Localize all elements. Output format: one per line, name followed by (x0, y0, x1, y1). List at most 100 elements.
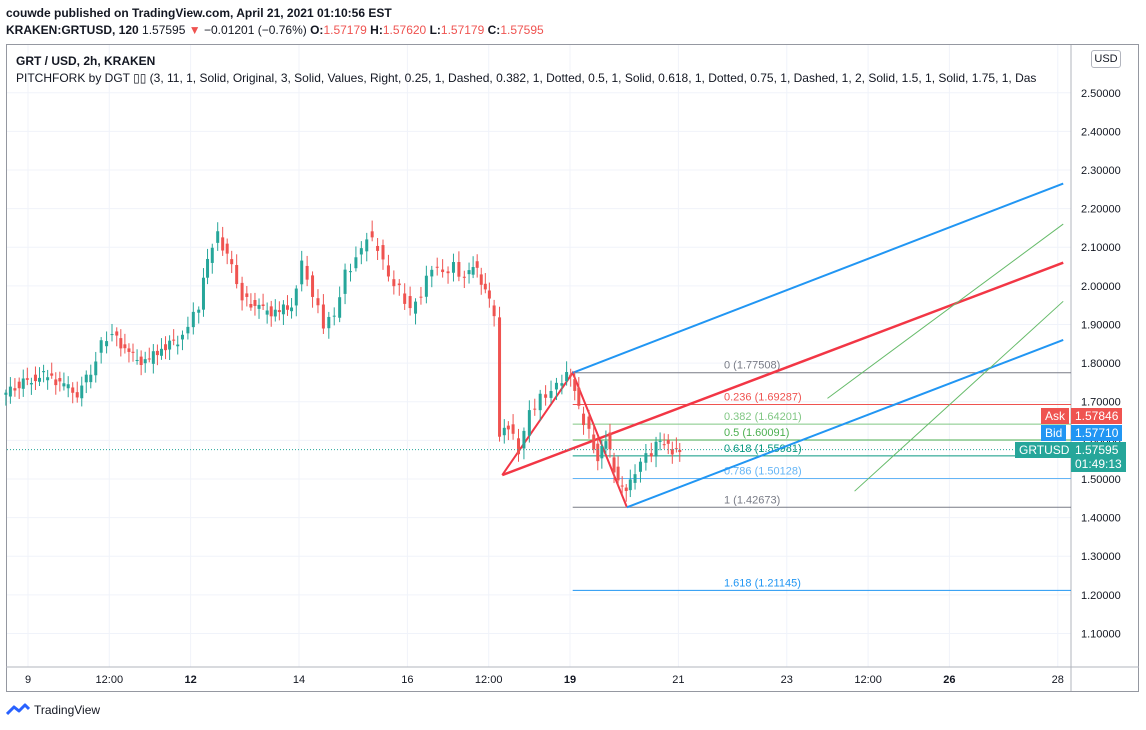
candle-body (467, 270, 471, 275)
currency-button[interactable]: USD (1091, 50, 1121, 68)
candle-body (441, 269, 445, 273)
candle-body (654, 441, 658, 457)
candle-body (332, 315, 336, 317)
candle-body (155, 350, 159, 356)
candle-body (370, 231, 374, 238)
pitchfork-inner-lower-line (854, 300, 1064, 492)
chart-frame[interactable] (6, 44, 1139, 692)
ask-value: 1.57846 (1075, 409, 1119, 423)
pitchfork-upper-line (572, 182, 1064, 374)
candle-body (435, 266, 439, 268)
candle-body (457, 261, 461, 277)
y-tick-label: 2.30000 (1081, 165, 1121, 177)
candle-body (321, 304, 325, 329)
candle-body (549, 391, 553, 398)
candle-body (290, 307, 294, 312)
candle-body (305, 265, 309, 280)
candle-body (348, 271, 352, 273)
y-tick-label: 2.20000 (1081, 204, 1121, 216)
candle-body (230, 259, 234, 265)
candle-body (131, 351, 135, 353)
y-tick-label: 1.90000 (1081, 319, 1121, 331)
candle-body (210, 247, 214, 263)
candle-body (110, 334, 114, 336)
fib-level-label: 0.786 (1.50128) (724, 465, 802, 477)
candle-body (408, 296, 412, 309)
bid-value-tag: 1.57710 (1071, 425, 1123, 441)
candle-body (135, 359, 139, 361)
ask-label: Ask (1045, 409, 1066, 423)
candle-body (168, 340, 172, 350)
x-tick-label: 19 (564, 674, 576, 686)
candle-body (502, 427, 506, 436)
candle-body (143, 359, 147, 364)
candle-body (649, 453, 653, 457)
y-tick-label: 1.10000 (1081, 628, 1121, 640)
candle-body (84, 374, 88, 383)
candle-body (620, 485, 624, 487)
candle-body (506, 425, 510, 430)
candle-body (99, 340, 103, 353)
candle-body (560, 383, 564, 386)
bid-tag: Bid (1041, 425, 1067, 441)
candle-body (17, 381, 21, 389)
candle-body (424, 275, 428, 297)
open-label: O: (310, 23, 324, 37)
price-change: −0.01201 (−0.76%) (204, 23, 307, 37)
last-price: 1.57595 (142, 23, 186, 37)
bar-countdown: 01:49:13 (1075, 457, 1122, 471)
tradingview-logo-icon (6, 703, 30, 716)
candle-body (277, 310, 281, 313)
candle-body (115, 331, 119, 336)
candle-body (487, 290, 491, 299)
candle-body (624, 487, 628, 491)
ask-value-tag: 1.57846 (1071, 408, 1123, 424)
y-tick-label: 1.70000 (1081, 397, 1121, 409)
candle-body (498, 317, 502, 437)
candle-body (180, 334, 184, 340)
candle-body (612, 457, 616, 473)
candle-body (644, 453, 648, 463)
candle-body (511, 424, 515, 434)
candle-body (397, 283, 401, 286)
candle-body (300, 260, 304, 285)
candle-body (253, 300, 257, 306)
last-price-tag: 1.57595 01:49:13 (1071, 442, 1126, 472)
candle-body (172, 339, 176, 341)
indicator-legend[interactable]: PITCHFORK by DGT ▯▯ (3, 11, 1, Solid, Or… (16, 71, 1037, 85)
candle-body (517, 438, 521, 455)
candle-body (89, 374, 93, 383)
pitchfork-lower-line (626, 338, 1064, 509)
candle-body (638, 461, 642, 472)
footer: TradingView (6, 703, 100, 717)
candle-body (569, 374, 573, 377)
candle-body (42, 371, 46, 373)
candle-body (164, 344, 168, 351)
x-tick-label: 26 (943, 674, 955, 686)
x-tick-label: 23 (781, 674, 793, 686)
candle-body (21, 378, 25, 389)
candle-body (75, 392, 79, 398)
fib-level-label: 1.618 (1.21145) (724, 577, 801, 589)
candle-body (201, 277, 205, 310)
candle-body (54, 379, 58, 386)
candle-body (475, 261, 479, 268)
publish-header: couwde published on TradingView.com, Apr… (6, 5, 544, 39)
candle-body (123, 344, 127, 349)
candle-body (316, 298, 320, 306)
candle-body (386, 265, 390, 277)
low-label: L: (429, 23, 441, 37)
candle-body (573, 379, 577, 391)
close-value: 1.57595 (500, 23, 544, 37)
candle-body (674, 448, 678, 450)
x-tick-label: 28 (1052, 674, 1064, 686)
candle-body (119, 338, 123, 349)
candle-body (8, 386, 12, 397)
candle-body (159, 348, 163, 356)
candle-body (147, 358, 151, 360)
bid-value: 1.57710 (1075, 426, 1119, 440)
x-tick-label: 9 (25, 674, 31, 686)
candle-body (29, 382, 33, 385)
symbol-tag-label: GRTUSD (1019, 443, 1070, 457)
